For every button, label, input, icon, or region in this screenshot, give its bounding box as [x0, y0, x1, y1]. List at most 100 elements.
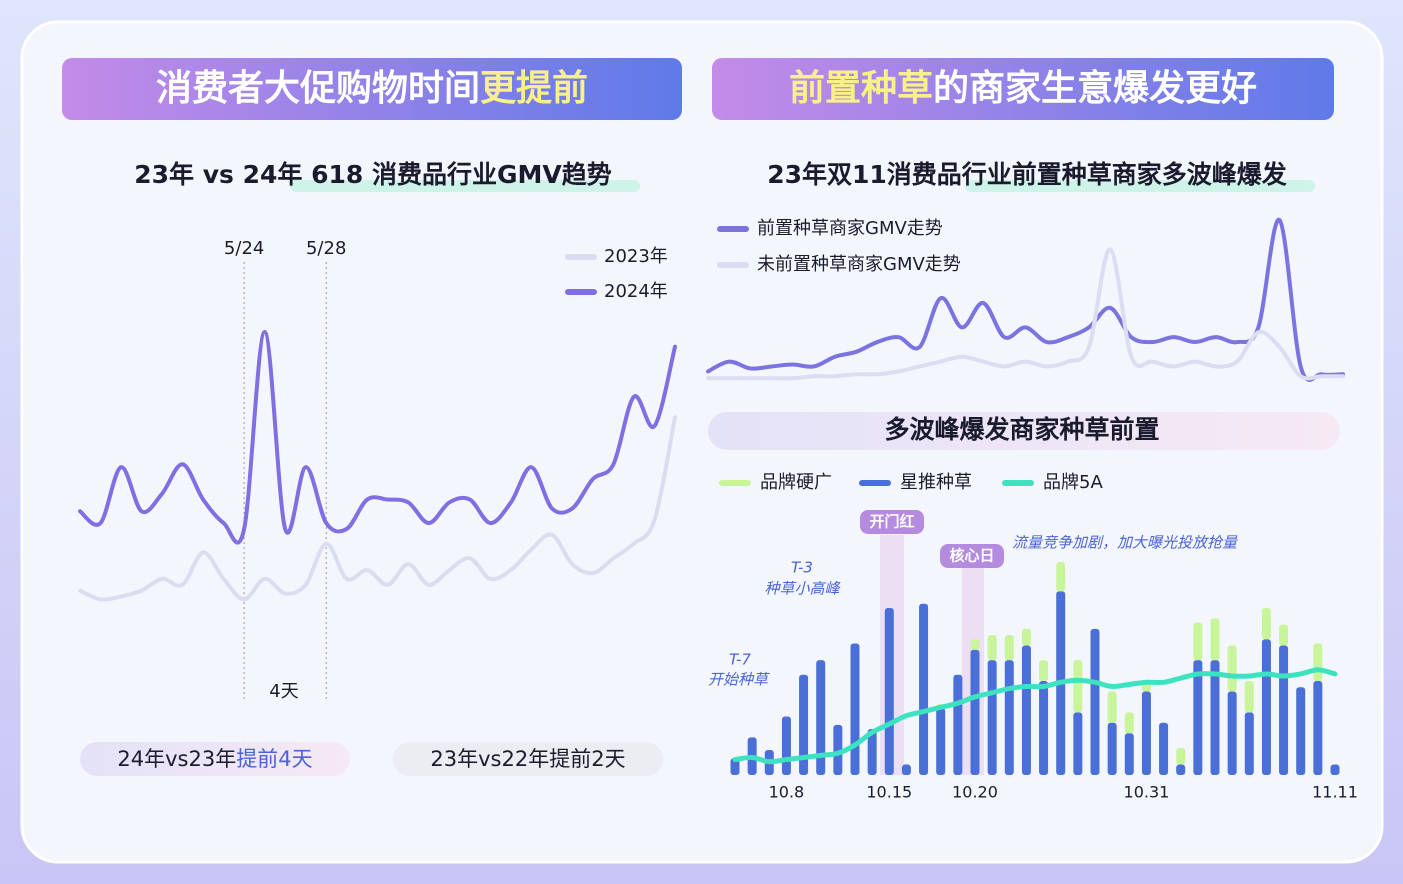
bar: [1107, 722, 1117, 775]
bar: [799, 674, 809, 775]
bar: [1056, 562, 1066, 592]
bar: [987, 660, 997, 775]
bar: [781, 716, 791, 775]
annotation: 4天: [269, 681, 298, 702]
bar: [1021, 645, 1031, 775]
pill-highlight: 提前4天: [236, 747, 312, 771]
banner-bg: [712, 58, 1334, 120]
bar: [1124, 733, 1134, 775]
legend-label: 2024年: [604, 281, 668, 302]
annotation: 流量竞争加剧，加大曝光投放抢量: [1012, 534, 1239, 552]
line: [732, 667, 1338, 765]
bar: [1313, 681, 1323, 775]
chart-title: 23年双11消费品行业前置种草商家多波峰爆发: [767, 160, 1287, 189]
bar: [953, 674, 963, 775]
x-tick-label: 10.8: [769, 783, 805, 802]
bar: [1210, 618, 1220, 661]
subtitle-bg: [708, 412, 1340, 450]
banner-highlight: 更提前: [480, 68, 588, 109]
tag-bg: [860, 510, 924, 534]
annotation: 种草小高峰: [764, 580, 841, 598]
bar: [1073, 712, 1083, 775]
pill-text: 23年vs22年提前2天: [430, 747, 625, 771]
annotation: 核心日: [949, 547, 994, 565]
bar: [867, 729, 877, 775]
bar: [936, 708, 946, 775]
bar: [1004, 660, 1014, 775]
pill-part: 24年vs23年: [117, 747, 236, 771]
bar: [1279, 624, 1289, 646]
bar: [1227, 645, 1237, 692]
bar: [1090, 628, 1100, 775]
line: [706, 247, 1345, 381]
legend-label: 品牌硬广: [760, 472, 832, 493]
line: [78, 415, 677, 602]
bar: [1176, 764, 1186, 775]
pill-text: 24年vs23年提前4天: [117, 747, 312, 771]
bar: [1107, 691, 1117, 723]
x-tick-label: 5/28: [306, 238, 346, 259]
pill: [393, 742, 663, 776]
bar: [850, 643, 860, 775]
legend-label: 星推种草: [900, 472, 972, 493]
annotation: T-3: [791, 559, 813, 577]
bar: [1296, 687, 1306, 775]
bar: [1261, 639, 1271, 775]
bar: [1227, 691, 1237, 775]
banner-text: 消费者大促购物时间: [156, 68, 480, 109]
title-underline: [290, 180, 640, 192]
annotation: 开门红: [869, 513, 914, 531]
title-underline: [965, 180, 1315, 192]
pill: [80, 742, 350, 776]
bar: [987, 635, 997, 661]
bar: [1039, 660, 1049, 682]
bar: [1004, 635, 1014, 661]
bar: [1021, 628, 1031, 646]
bar: [1313, 643, 1323, 682]
banner: 消费者大促购物时间更提前: [156, 68, 588, 109]
bar: [1244, 712, 1254, 775]
chart-title: 23年 vs 24年 618 消费品行业GMV趋势: [134, 160, 612, 189]
legend-label: 品牌5A: [1043, 472, 1103, 493]
annotation: 开始种草: [708, 671, 770, 689]
bar: [1193, 622, 1203, 661]
chart-title: 多波峰爆发商家种草前置: [884, 415, 1159, 444]
tag-bg: [940, 544, 1004, 568]
x-tick-label: 5/24: [224, 238, 264, 259]
bar: [1330, 764, 1340, 775]
bar: [1210, 660, 1220, 775]
bar: [1261, 607, 1271, 640]
line: [78, 329, 677, 545]
banner-highlight: 前置种草: [789, 68, 933, 109]
annotation: T-7: [729, 651, 751, 669]
panel: [20, 20, 1384, 864]
legend-label: 2023年: [604, 246, 668, 267]
bar: [816, 660, 826, 775]
bar: [730, 758, 740, 775]
bar: [1244, 681, 1254, 713]
x-tick-label: 10.31: [1124, 783, 1170, 802]
x-tick-label: 11.11: [1312, 783, 1358, 802]
bar: [919, 603, 929, 775]
bar: [1176, 747, 1186, 765]
banner: 前置种草的商家生意爆发更好: [789, 68, 1257, 109]
bar: [1141, 691, 1151, 775]
banner-bg: [62, 58, 682, 120]
bar: [1279, 645, 1289, 775]
legend-label: 未前置种草商家GMV走势: [757, 254, 961, 275]
bar: [1073, 660, 1083, 713]
bar: [884, 607, 894, 775]
bar: [970, 639, 980, 650]
bar: [901, 764, 911, 775]
bar: [970, 649, 980, 775]
x-tick-label: 10.15: [866, 783, 912, 802]
x-tick-label: 10.20: [952, 783, 998, 802]
bar: [1193, 660, 1203, 775]
bar: [1039, 681, 1049, 775]
bar: [833, 724, 843, 775]
legend-label: 前置种草商家GMV走势: [757, 218, 943, 239]
banner-text: 的商家生意爆发更好: [933, 68, 1257, 109]
bar: [1124, 712, 1134, 734]
